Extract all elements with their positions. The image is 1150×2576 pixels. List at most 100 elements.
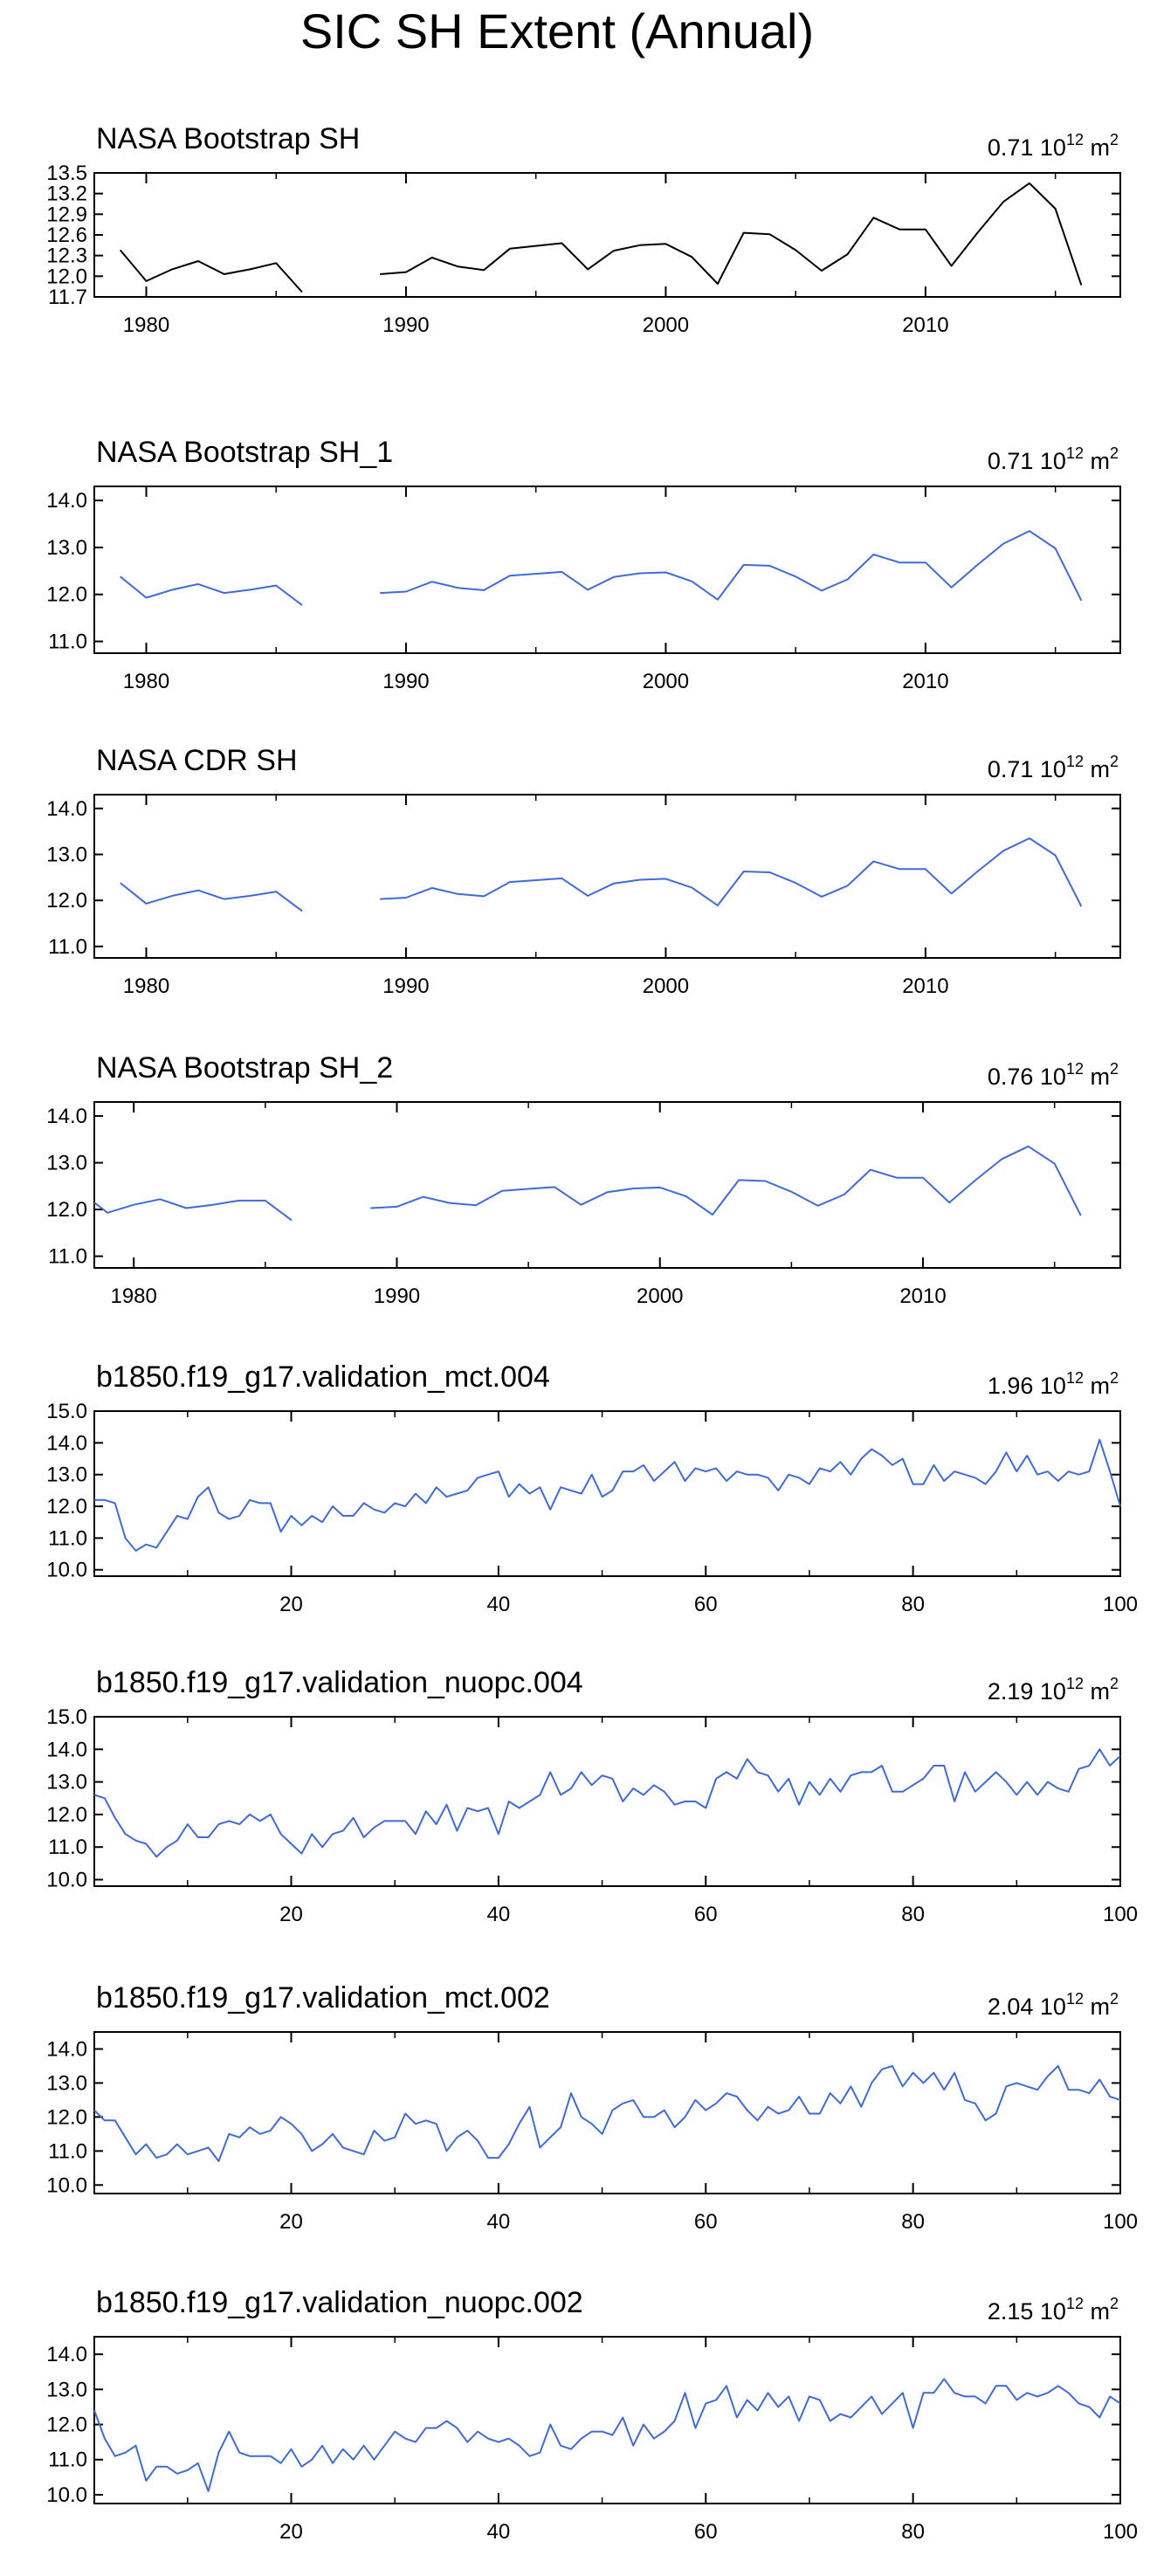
panel-title: NASA Bootstrap SH_1 [96, 436, 393, 469]
unit-symbol-exponent: 2 [1110, 1369, 1119, 1387]
panel-title: NASA Bootstrap SH [96, 122, 360, 155]
x-tick-label: 1980 [123, 313, 169, 337]
series-line [120, 530, 1083, 606]
stat-value: 0.71 [988, 448, 1040, 474]
series-line [120, 837, 1083, 913]
stat-label: 0.71 1012 m2 [988, 444, 1119, 474]
y-tick-label: 14.0 [46, 2037, 87, 2061]
panel-title: b1850.f19_g17.validation_mct.004 [96, 1360, 550, 1394]
x-tick-label: 20 [279, 1903, 303, 1926]
series-line [93, 1748, 1121, 1858]
plot-frame [93, 2031, 1121, 2194]
panel-title: NASA CDR SH [96, 744, 298, 777]
unit-symbol: m [1084, 448, 1110, 474]
y-tick-label: 12.0 [46, 889, 87, 913]
stat-label: 0.71 1012 m2 [988, 131, 1119, 161]
y-tick-label: 11.0 [48, 2449, 87, 2472]
unit-base: 10 [1040, 134, 1066, 161]
y-tick-label: 12.9 [46, 203, 87, 226]
y-tick-label: 15.0 [46, 1705, 87, 1729]
panel-title: b1850.f19_g17.validation_mct.002 [96, 1981, 550, 2015]
y-tick-label: 12.3 [46, 245, 87, 268]
unit-base: 10 [1040, 1373, 1066, 1399]
x-tick-label: 80 [901, 2520, 925, 2544]
x-tick-label: 100 [1103, 2210, 1138, 2234]
y-tick-label: 13.0 [46, 2071, 87, 2095]
y-tick-label: 14.0 [46, 2343, 87, 2366]
y-tick-label: 12.6 [46, 224, 87, 247]
plot-frame [93, 794, 1121, 959]
y-tick-label: 13.0 [46, 1152, 87, 1175]
unit-base: 10 [1040, 448, 1066, 474]
stat-label: 0.71 1012 m2 [988, 753, 1119, 782]
y-tick-label: 13.5 [46, 162, 87, 185]
figure-title: SIC SH Extent (Annual) [300, 3, 814, 59]
stat-value: 2.04 [988, 1994, 1040, 2020]
panel-4: NASA Bootstrap SH_2 0.76 1012 m2 11.0 12.0 1… [46, 1051, 1121, 1308]
unit-exponent: 12 [1066, 131, 1084, 148]
unit-symbol-exponent: 2 [1110, 753, 1119, 770]
unit-base: 10 [1040, 1994, 1066, 2020]
y-tick-label: 10.0 [46, 1869, 87, 1892]
stat-label: 2.15 1012 m2 [988, 2295, 1119, 2325]
x-tick-label: 80 [901, 1903, 925, 1926]
stat-label: 1.96 1012 m2 [988, 1369, 1119, 1399]
unit-symbol: m [1084, 1064, 1110, 1090]
x-tick-label: 100 [1103, 1593, 1138, 1616]
x-tick-label: 2010 [899, 1285, 946, 1308]
y-tick-label: 12.0 [46, 2105, 87, 2129]
unit-exponent: 12 [1066, 1990, 1084, 2008]
stat-value: 2.19 [988, 1678, 1040, 1705]
unit-symbol: m [1084, 134, 1110, 161]
panels: NASA Bootstrap SH 0.71 1012 m211.712.012.… [46, 122, 1138, 2544]
unit-symbol: m [1084, 1994, 1110, 2020]
y-tick-label: 12.0 [46, 1495, 87, 1519]
y-tick-label: 14.0 [46, 797, 87, 821]
x-tick-label: 1990 [374, 1285, 420, 1308]
x-tick-label: 60 [694, 2520, 718, 2544]
stat-value: 0.71 [988, 756, 1040, 782]
y-tick-label: 11.0 [48, 1245, 87, 1269]
x-tick-label: 2000 [643, 975, 689, 998]
y-tick-label: 15.0 [46, 1400, 87, 1423]
y-tick-label: 13.2 [46, 183, 87, 206]
y-tick-label: 11.0 [48, 1526, 87, 1550]
plot-frame [93, 2336, 1121, 2504]
unit-symbol-exponent: 2 [1110, 1990, 1119, 2008]
x-tick-label: 2000 [643, 670, 689, 693]
y-tick-label: 11.7 [48, 286, 87, 309]
x-tick-label: 40 [487, 2520, 511, 2544]
stat-value: 0.71 [988, 134, 1040, 161]
x-tick-label: 1980 [123, 975, 169, 998]
y-tick-label: 13.0 [46, 2378, 87, 2401]
y-tick-label: 14.0 [46, 1431, 87, 1455]
plot-frame [93, 172, 1121, 298]
x-tick-label: 20 [279, 2210, 303, 2234]
unit-base: 10 [1040, 1678, 1066, 1705]
x-tick-label: 40 [487, 2210, 511, 2234]
x-tick-label: 60 [694, 1903, 718, 1926]
y-tick-label: 14.0 [46, 1105, 87, 1128]
x-tick-label: 60 [694, 2210, 718, 2234]
panel-3: NASA CDR SH 0.71 1012 m2 11.0 12.0 13.0 14.0 1… [46, 744, 1121, 998]
y-tick-label: 11.0 [48, 630, 87, 654]
y-tick-label: 13.0 [46, 843, 87, 866]
x-tick-label: 1990 [382, 670, 429, 693]
x-tick-label: 2010 [902, 975, 948, 998]
y-tick-label: 12.0 [46, 1803, 87, 1827]
x-tick-label: 80 [901, 1593, 925, 1616]
x-tick-label: 1990 [382, 313, 429, 337]
x-tick-label: 2000 [637, 1285, 683, 1308]
unit-exponent: 12 [1066, 753, 1084, 770]
x-tick-label: 2010 [902, 670, 948, 693]
unit-base: 10 [1040, 2298, 1066, 2325]
panel-2: NASA Bootstrap SH_1 0.71 1012 m2 11.0 12.0 1… [46, 436, 1121, 693]
stat-value: 0.76 [988, 1064, 1040, 1090]
plot-frame [93, 1716, 1121, 1887]
unit-base: 10 [1040, 1064, 1066, 1090]
y-tick-label: 12.0 [46, 1198, 87, 1222]
unit-exponent: 12 [1066, 1369, 1084, 1387]
y-tick-label: 10.0 [46, 1559, 87, 1582]
x-tick-label: 60 [694, 1593, 718, 1616]
y-tick-label: 11.0 [48, 1836, 87, 1859]
